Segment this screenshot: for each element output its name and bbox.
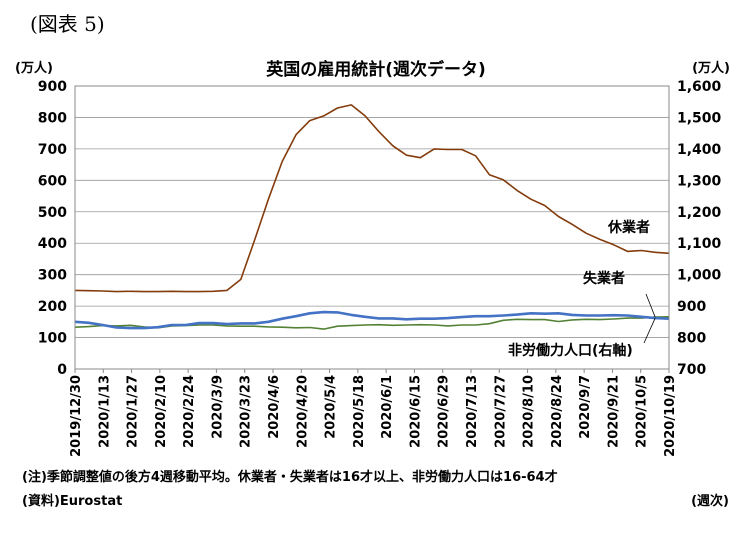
annotation-arrow xyxy=(645,293,656,318)
footnote-period-unit: (週次) xyxy=(691,494,729,509)
x-tick-label: 2020/10/19 xyxy=(663,375,678,457)
figure-label: (図表 5) xyxy=(30,12,105,36)
y-right-tick-label: 1,000 xyxy=(677,268,722,284)
y-left-tick-label: 300 xyxy=(38,268,67,284)
y-axis-left-label: (万人) xyxy=(15,60,53,76)
x-axis-ticks: 2019/12/30 2020/1/13 2020/1/27 2020/2/10 202… xyxy=(69,369,678,457)
x-tick-label: 2020/5/4 xyxy=(324,375,339,439)
x-tick-label: 2020/2/24 xyxy=(182,375,197,448)
x-tick-label: 2020/8/24 xyxy=(550,375,565,448)
y-left-tick-label: 100 xyxy=(38,331,67,347)
x-tick-label: 2020/6/15 xyxy=(408,375,423,448)
x-tick-label: 2020/3/23 xyxy=(239,375,254,448)
gridlines xyxy=(75,117,669,338)
y-left-tick-label: 500 xyxy=(38,205,67,221)
y-right-tick-label: 900 xyxy=(677,299,706,315)
series-lines xyxy=(74,104,670,330)
x-tick-label: 2020/1/13 xyxy=(97,375,112,448)
y-left-tick-label: 0 xyxy=(57,362,67,378)
x-tick-label: 2020/1/27 xyxy=(126,375,141,448)
chart-title: 英国の雇用統計(週次データ) xyxy=(266,59,486,80)
y-left-tick-label: 200 xyxy=(38,299,67,315)
y-right-tick-label: 1,300 xyxy=(677,173,722,189)
y-left-tick-label: 700 xyxy=(38,142,67,158)
x-tick-label: 2020/2/10 xyxy=(154,375,169,448)
footnote-note: (注)季節調整値の後方4週移動平均。休業者・失業者は16才以上、非労働力人口は1… xyxy=(22,470,558,485)
footnote-source: (資料)Eurostat xyxy=(22,494,123,509)
x-tick-label: 2020/9/7 xyxy=(578,375,593,439)
annotation-arrow xyxy=(643,317,656,344)
y-axis-left-ticks: 0 100 200 300 400 500 600 700 800 900 xyxy=(38,79,67,378)
y-axis-right-label: (万人) xyxy=(692,60,730,76)
annotation-label: 失業者 xyxy=(583,270,625,287)
y-right-tick-label: 1,400 xyxy=(677,142,722,158)
y-right-tick-label: 700 xyxy=(677,362,706,378)
annotation-label: 非労働力人口(右軸) xyxy=(508,342,633,359)
x-tick-label: 2019/12/30 xyxy=(69,375,84,457)
x-tick-label: 2020/7/13 xyxy=(465,375,480,448)
x-tick-label: 2020/8/10 xyxy=(522,375,537,448)
y-right-tick-label: 800 xyxy=(677,331,706,347)
y-left-tick-label: 800 xyxy=(38,110,67,126)
x-tick-label: 2020/6/29 xyxy=(437,375,452,448)
y-axis-right-ticks: 700 800 900 1,000 1,100 1,200 1,300 1,400 1,500 1… xyxy=(677,79,722,378)
plot-frame xyxy=(74,85,670,370)
y-right-tick-label: 1,600 xyxy=(677,79,722,95)
y-right-tick-label: 1,500 xyxy=(677,110,722,126)
series-line-1 xyxy=(74,104,670,293)
y-left-tick-label: 900 xyxy=(38,79,67,95)
y-left-tick-label: 400 xyxy=(38,236,67,252)
x-tick-label: 2020/7/27 xyxy=(493,375,508,448)
x-tick-label: 2020/4/6 xyxy=(267,375,282,439)
annotation-label: 休業者 xyxy=(607,219,650,236)
x-tick-label: 2020/10/5 xyxy=(635,375,650,448)
x-tick-label: 2020/5/18 xyxy=(352,375,367,448)
series-line-3 xyxy=(74,310,670,330)
x-tick-label: 2020/6/1 xyxy=(380,375,395,439)
y-right-tick-label: 1,200 xyxy=(677,205,722,221)
y-left-tick-label: 600 xyxy=(38,173,67,189)
x-tick-label: 2020/9/21 xyxy=(606,375,621,448)
x-tick-label: 2020/4/20 xyxy=(295,375,310,448)
x-tick-label: 2020/3/9 xyxy=(210,375,225,439)
y-right-tick-label: 1,100 xyxy=(677,236,722,252)
